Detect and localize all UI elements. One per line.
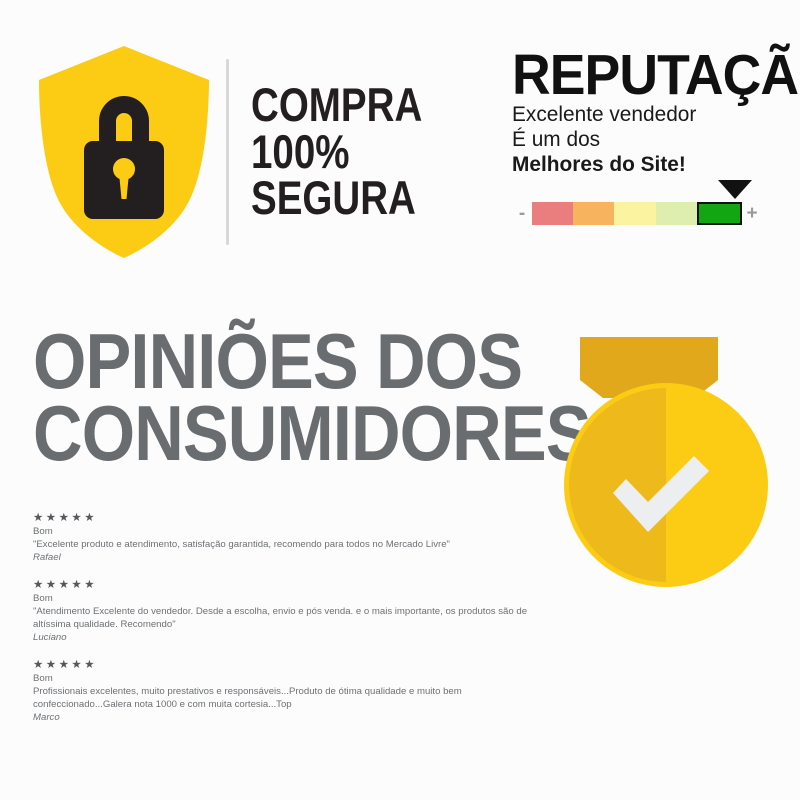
reputation-segment-light-green	[655, 201, 697, 225]
reputation-subtitle-line-3: Melhores do Site!	[512, 152, 686, 177]
reputation-block: REPUTAÇÃO Excelente vendedor É um dos Me…	[512, 43, 800, 225]
review-author: Rafael	[33, 552, 61, 564]
review-item: ★★★★★ Bom "Excelente produto e atendimen…	[33, 511, 553, 565]
review-rating-label: Bom	[33, 526, 53, 537]
review-item: ★★★★★ Bom "Atendimento Excelente do vend…	[33, 578, 553, 645]
secure-purchase-text: COMPRA 100% SEGURA	[251, 78, 460, 225]
star-rating-icon: ★★★★★	[33, 512, 98, 524]
secure-purchase-badge: COMPRA 100% SEGURA	[36, 42, 422, 262]
secure-line-1: COMPRA	[251, 78, 423, 132]
review-rating-label: Bom	[33, 672, 53, 684]
page-title: OPINIÕES DOS CONSUMIDORES	[33, 317, 592, 477]
reputation-segment-yellow	[614, 201, 656, 225]
review-author: Luciano	[33, 632, 67, 644]
review-author: Marco	[33, 712, 60, 724]
secure-line-2: 100%	[251, 124, 350, 178]
review-text: "Atendimento Excelente do vendedor. Desd…	[33, 605, 528, 631]
vertical-divider	[226, 59, 229, 245]
reputation-segment-orange	[573, 201, 615, 225]
review-item: ★★★★★ Bom Profissionais excelentes, muit…	[33, 658, 553, 725]
consumer-reviews-list: ★★★★★ Bom "Excelente produto e atendimen…	[33, 511, 553, 738]
down-triangle-icon	[718, 179, 752, 199]
secure-line-3: SEGURA	[251, 171, 416, 225]
reputation-scale-bar: - +	[512, 201, 762, 225]
scale-plus-label: +	[746, 202, 758, 224]
review-text: Profissionais excelentes, muito prestati…	[33, 685, 462, 711]
reputation-title: REPUTAÇÃO	[512, 43, 800, 107]
reputation-subtitle-line-2: É um dos	[512, 127, 601, 152]
review-rating-label: Bom	[33, 592, 53, 604]
reputation-subtitle-line-1: Excelente vendedor	[512, 102, 697, 127]
reputation-segment-green	[696, 201, 743, 225]
page-title-line-1: OPINIÕES DOS	[33, 317, 523, 405]
page-title-line-2: CONSUMIDORES	[33, 388, 592, 477]
scale-minus-label: -	[518, 202, 526, 224]
review-text: "Excelente produto e atendimento, satisf…	[33, 539, 450, 551]
shield-lock-icon	[36, 43, 212, 261]
star-rating-icon: ★★★★★	[33, 578, 98, 591]
star-rating-icon: ★★★★★	[33, 658, 98, 671]
reputation-segment-red	[532, 201, 574, 225]
medal-check-icon	[533, 325, 797, 590]
reputation-marker-row	[512, 178, 780, 202]
